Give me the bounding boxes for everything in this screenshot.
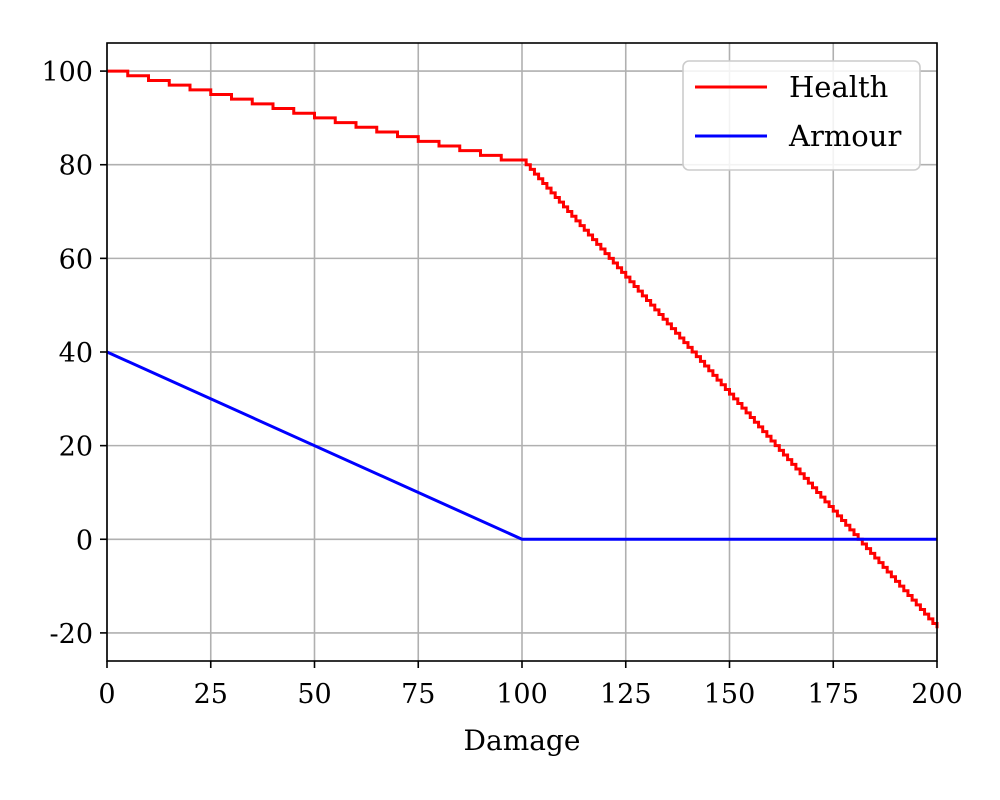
x-tick-label: 50 (297, 679, 331, 710)
x-tick-label: 0 (98, 679, 115, 710)
x-tick-label: 125 (600, 679, 652, 710)
x-tick-label: 75 (401, 679, 435, 710)
series-lines (106, 69, 939, 629)
x-axis-title: Damage (464, 724, 581, 757)
x-tick-label: 175 (807, 679, 859, 710)
y-tick-label: -20 (50, 619, 93, 650)
legend-label-armour: Armour (788, 119, 901, 153)
y-tick-label: 40 (59, 338, 93, 369)
y-tick-label: 20 (59, 432, 93, 463)
y-tick-label: 0 (76, 525, 93, 556)
series-line-armour (106, 350, 937, 541)
x-tick-label: 150 (704, 679, 756, 710)
legend: Health Armour (682, 60, 921, 171)
y-tick-label: 60 (59, 244, 93, 275)
y-tick-label: 100 (41, 57, 93, 88)
x-tick-label: 25 (194, 679, 228, 710)
grid (106, 43, 938, 661)
legend-label-health: Health (789, 70, 888, 104)
x-tick-label: 200 (911, 679, 963, 710)
x-tick-label: 100 (496, 679, 548, 710)
series-line-health (107, 69, 939, 629)
y-tick-label: 80 (59, 151, 93, 182)
